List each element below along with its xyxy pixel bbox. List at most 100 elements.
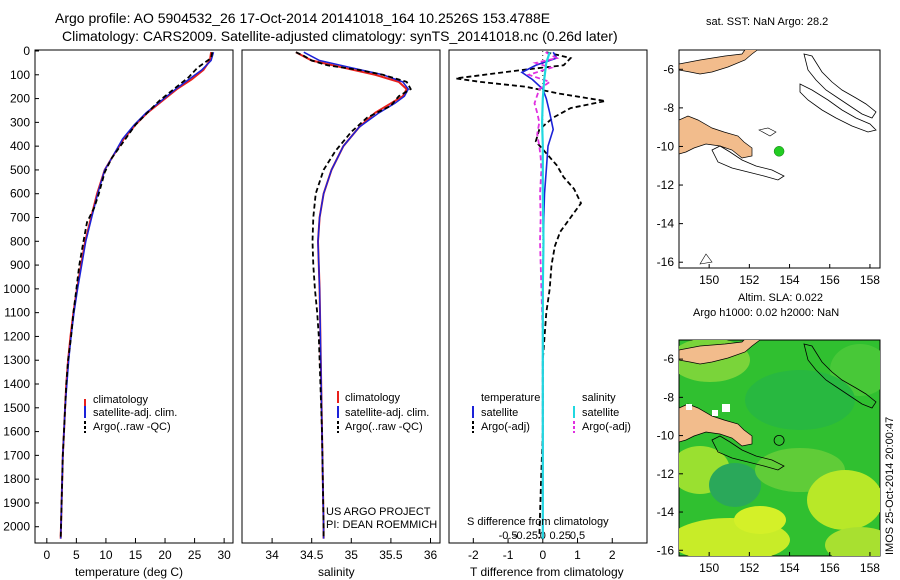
salinity-axes-frame (241, 49, 441, 544)
salinity-x-axis: 34 34.5 35 35.5 36 (265, 538, 437, 562)
sla-missing-cell (686, 404, 692, 410)
x-tick-label: 36 (424, 548, 438, 562)
bougainville-outline (803, 53, 877, 119)
depth-axis: 0 100 200 300 400 500 600 700 800 900 1000 1100 1200… (3, 44, 453, 534)
x-tick-label: 35.5 (379, 548, 403, 562)
sla-cell (709, 463, 761, 507)
x-tick-label: -1 (503, 548, 514, 562)
sla-map-panel: Altim. SLA: 0.022 Argo h1000: 0.02 h2000… (657, 292, 881, 575)
x-tick-label: 15 (129, 548, 143, 562)
temperature-panel: 0100200300400500600700800900100011001200… (3, 44, 453, 579)
new-guinea-land (679, 115, 753, 159)
sla-cell (825, 527, 880, 556)
x-tick-label: 1 (574, 548, 581, 562)
salinity-xlabel: salinity (318, 565, 355, 579)
legend-salinity-title: salinity (582, 392, 616, 404)
x-tick-label: 30 (217, 548, 231, 562)
new-guinea-land (679, 403, 753, 447)
lat-tick-label: -8 (663, 101, 674, 115)
lon-tick-label: 158 (860, 561, 880, 575)
temperature-legend: climatology satellite-adj. clim. Argo(..… (84, 394, 177, 433)
s-tick-label: -0.25 (513, 530, 538, 542)
x-tick-label: 2 (609, 548, 616, 562)
credit-pi: PI: DEAN ROEMMICH (326, 519, 437, 531)
legend-clim-label: climatology (93, 394, 149, 406)
new-britain-land (679, 340, 761, 365)
legend-s-sat-label: satellite (582, 407, 619, 419)
legend-sat-label: satellite-adj. clim. (93, 407, 177, 419)
lon-tick-label: 156 (820, 273, 840, 287)
depth-tick-label: 1900 (3, 496, 30, 510)
reef-outline (699, 253, 713, 265)
s-tick-label: 0.5 (570, 530, 585, 542)
depth-tick-label: 0 (23, 44, 30, 58)
lat-tick-label: -10 (657, 139, 675, 153)
lat-tick-label: -8 (663, 390, 674, 404)
legend-clim-label: climatology (345, 392, 401, 404)
sla-heatmap (679, 340, 880, 556)
x-tick-label: 5 (73, 548, 80, 562)
salinity-panel: 34 34.5 35 35.5 36 salinity climatology sate… (241, 49, 441, 579)
depth-tick-label: 300 (10, 115, 30, 129)
sla-cell (745, 370, 855, 430)
lat-tick-label: -16 (657, 255, 675, 269)
depth-tick-label: 2000 (3, 520, 30, 534)
depth-tick-label: 1700 (3, 448, 30, 462)
sst-map-land (679, 50, 877, 265)
sla-missing-cell (722, 404, 730, 412)
depth-tick-label: 700 (10, 211, 30, 225)
sst-map-frame (678, 49, 881, 269)
depth-tick-label: 1400 (3, 377, 30, 391)
depth-tick-label: 800 (10, 234, 30, 248)
difference-legend: temperature salinity satellite Argo(-adj… (472, 392, 631, 433)
depth-tick-label: 1300 (3, 353, 30, 367)
depth-tick-label: 1200 (3, 329, 30, 343)
legend-sat-label: satellite-adj. clim. (345, 407, 429, 419)
difference-lines (455, 51, 606, 541)
new-britain-land (679, 50, 758, 75)
solomon-islands-outline (799, 83, 877, 133)
x-tick-label: -2 (468, 548, 479, 562)
argo-position-marker (773, 146, 785, 157)
legend-argo-label: Argo(..raw -QC) (345, 421, 423, 433)
s-sat-line (540, 51, 551, 539)
lat-tick-label: -10 (657, 429, 675, 443)
legend-t-sat-label: satellite (481, 407, 518, 419)
lat-tick-label: -6 (663, 62, 674, 76)
sla-missing-cell (712, 410, 718, 416)
lat-tick-label: -14 (657, 217, 675, 231)
header-title-line2: Climatology: CARS2009. Satellite-adjuste… (62, 28, 618, 44)
x-tick-label: 10 (99, 548, 113, 562)
sla-map-axes: 150 152 154 156 158 -6 -8 -10 -12 -14 -16 (657, 352, 881, 575)
depth-tick-label: 1000 (3, 282, 30, 296)
t-argo-line (455, 51, 606, 539)
legend-t-argo-label: Argo(-adj) (481, 421, 530, 433)
lon-tick-label: 154 (780, 561, 800, 575)
depth-tick-label: 1800 (3, 472, 30, 486)
depth-tick-label: 900 (10, 258, 30, 272)
x-tick-label: 0 (43, 548, 50, 562)
salinity-lines (295, 51, 412, 539)
temperature-axes-frame (34, 49, 234, 544)
x-tick-label: 34.5 (300, 548, 324, 562)
depth-tick-label: 500 (10, 163, 30, 177)
louisiade-outline (711, 435, 785, 471)
s-difference-xlabel: S difference from climatology (467, 516, 609, 528)
lon-tick-label: 152 (739, 273, 759, 287)
sla-cell (734, 506, 786, 534)
depth-tick-label: 1600 (3, 425, 30, 439)
sla-cell (807, 470, 880, 530)
lon-tick-label: 152 (739, 561, 759, 575)
lat-tick-label: -12 (657, 178, 675, 192)
lat-tick-label: -14 (657, 505, 675, 519)
temperature-xlabel: temperature (deg C) (75, 565, 183, 579)
depth-tick-label: 100 (10, 68, 30, 82)
lon-tick-label: 154 (780, 273, 800, 287)
x-tick-label: 25 (188, 548, 202, 562)
depth-tick-label: 1500 (3, 401, 30, 415)
difference-axes-frame (448, 49, 648, 544)
islet-outline (758, 127, 777, 137)
